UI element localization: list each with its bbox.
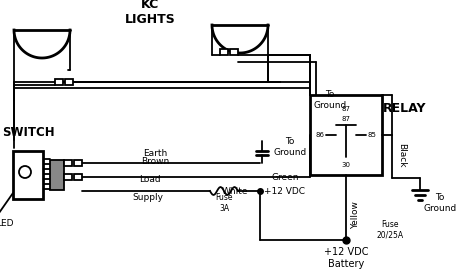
Text: To
Ground: To Ground (313, 90, 346, 110)
Bar (13, 151, 43, 199)
Text: To
Ground: To Ground (423, 193, 456, 213)
Bar (64, 174, 72, 180)
Text: 87: 87 (341, 116, 350, 122)
Text: KC
LIGHTS: KC LIGHTS (125, 0, 175, 26)
Bar (50, 160, 64, 190)
Text: Fuse
20/25A: Fuse 20/25A (376, 220, 403, 240)
Text: Fuse
3A: Fuse 3A (215, 193, 233, 213)
Text: 87: 87 (341, 106, 350, 112)
Bar (74, 160, 82, 166)
Text: LED: LED (0, 219, 14, 227)
Bar (64, 160, 72, 166)
Bar (220, 49, 228, 55)
Text: +12 VDC
Battery: +12 VDC Battery (324, 247, 368, 269)
Text: 30: 30 (341, 162, 350, 168)
Bar (310, 95, 382, 175)
Text: Yellow: Yellow (352, 201, 361, 229)
Text: Brown: Brown (141, 158, 169, 167)
Text: 86: 86 (316, 132, 325, 138)
Text: SWITCH: SWITCH (2, 125, 55, 138)
Bar (74, 174, 82, 180)
Bar (55, 79, 63, 85)
Text: Earth: Earth (143, 148, 167, 158)
Text: Green: Green (271, 173, 299, 182)
Bar (65, 79, 73, 85)
Text: RELAY: RELAY (383, 101, 427, 115)
Text: White: White (222, 187, 248, 197)
Bar (230, 49, 238, 55)
Text: 85: 85 (367, 132, 376, 138)
Text: Supply: Supply (133, 193, 164, 202)
Text: +12 VDC: +12 VDC (264, 187, 306, 195)
Text: Load: Load (139, 175, 161, 185)
Circle shape (19, 166, 31, 178)
Text: To
Ground: To Ground (273, 137, 307, 157)
Text: Black: Black (398, 143, 407, 167)
